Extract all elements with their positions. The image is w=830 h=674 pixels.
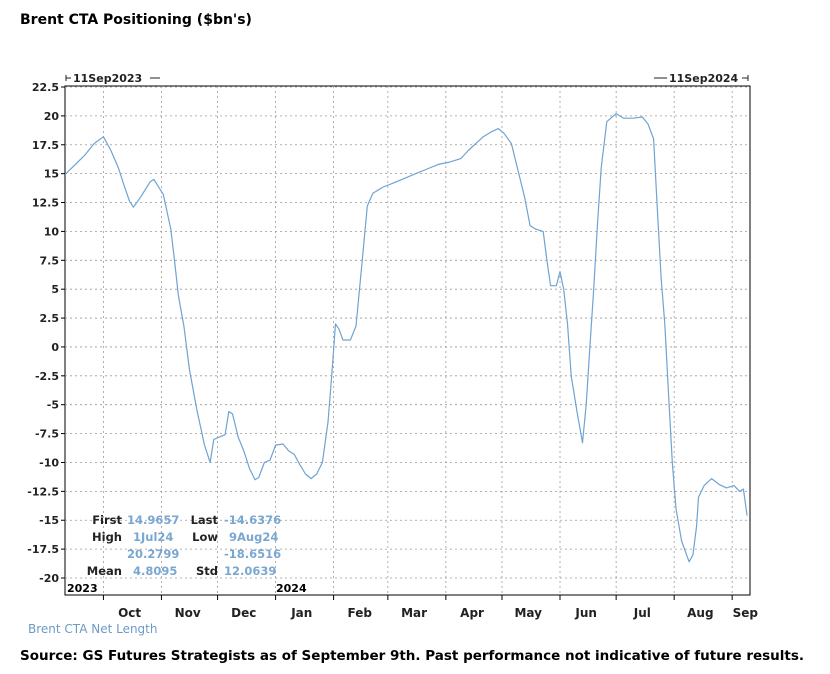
series-layer bbox=[65, 113, 748, 563]
stat-first-value: 14.9657 bbox=[127, 513, 179, 527]
x-tick-label: May bbox=[514, 606, 542, 620]
stat-std-label: Std bbox=[196, 564, 218, 578]
y-tick-label: 17.5 bbox=[32, 139, 59, 152]
y-tick-label: 7.5 bbox=[40, 254, 60, 267]
stat-high-label: High bbox=[92, 530, 122, 544]
stat-last-value: -14.6376 bbox=[224, 513, 281, 527]
y-tick-label: -17.5 bbox=[27, 543, 59, 556]
y-tick-label: 20 bbox=[44, 110, 60, 123]
y-tick-label: -2.5 bbox=[35, 370, 59, 383]
y-tick-label: -15 bbox=[39, 514, 59, 527]
y-tick-label: 0 bbox=[51, 341, 59, 354]
y-tick-label: -5 bbox=[47, 399, 59, 412]
x-tick-label: Jul bbox=[633, 606, 651, 620]
y-tick-label: 10 bbox=[44, 225, 60, 238]
x-tick-label: Oct bbox=[118, 606, 141, 620]
stat-last-label: Last bbox=[191, 513, 219, 527]
range-start-marker: 11Sep2023 bbox=[65, 72, 160, 85]
y-tick-label: 2.5 bbox=[40, 312, 60, 325]
x-tick-label: Sep bbox=[733, 606, 759, 620]
stat-high-value: 20.2799 bbox=[127, 547, 179, 561]
grid-lines bbox=[65, 86, 750, 595]
stat-mean-label: Mean bbox=[87, 564, 122, 578]
x-tick-label: Apr bbox=[460, 606, 484, 620]
stat-high-date: 1Jul24 bbox=[133, 530, 173, 544]
y-tick-label: 5 bbox=[51, 283, 59, 296]
x-tick-label: Dec bbox=[231, 606, 256, 620]
y-tick-label: -20 bbox=[39, 572, 59, 585]
y-tick-label: -7.5 bbox=[35, 428, 59, 441]
y-tick-label: -12.5 bbox=[27, 485, 59, 498]
series-line-brent-cta-net-length bbox=[65, 113, 748, 563]
y-tick-label: 12.5 bbox=[32, 197, 59, 210]
x-tick-label: Mar bbox=[401, 606, 427, 620]
year-label-2023: 2023 bbox=[67, 582, 98, 595]
x-tick-label: Jun bbox=[574, 606, 597, 620]
range-end-marker: 11Sep2024 bbox=[654, 72, 749, 85]
range-start-label: 11Sep2023 bbox=[73, 72, 142, 85]
stat-low-date: 9Aug24 bbox=[229, 530, 278, 544]
x-tick-label: Feb bbox=[348, 606, 373, 620]
stat-mean-value: 4.8095 bbox=[133, 564, 177, 578]
x-tick-label: Jan bbox=[290, 606, 312, 620]
legend-series-name: Brent CTA Net Length bbox=[28, 622, 157, 636]
stat-std-value: 12.0639 bbox=[224, 564, 276, 578]
chart-title: Brent CTA Positioning ($bn's) bbox=[20, 12, 252, 28]
y-tick-label: -10 bbox=[39, 456, 59, 469]
y-tick-label: 15 bbox=[44, 168, 59, 181]
stat-first-label: First bbox=[92, 513, 122, 527]
stat-low-label: Low bbox=[192, 530, 218, 544]
stats-panel: First 14.9657 Last -14.6376 High 1Jul24 … bbox=[87, 513, 281, 578]
x-tick-label: Aug bbox=[687, 606, 713, 620]
y-axis: 22.5 20 17.5 15 12.5 10 7.5 5 2.5 0 -2.5 -5 -7.5 -10 -… bbox=[27, 81, 65, 585]
range-end-label: 11Sep2024 bbox=[669, 72, 739, 85]
stat-low-value: -18.6516 bbox=[224, 547, 281, 561]
x-tick-label: Nov bbox=[175, 606, 201, 620]
x-axis: Oct Nov Dec Jan Feb Mar Apr May Jun Jul Aug Sep bbox=[102, 595, 759, 620]
plot-area bbox=[64, 85, 751, 596]
y-tick-label: 22.5 bbox=[32, 81, 59, 94]
year-label-2024: 2024 bbox=[276, 582, 307, 595]
source-note: Source: GS Futures Strategists as of Sep… bbox=[20, 648, 805, 664]
